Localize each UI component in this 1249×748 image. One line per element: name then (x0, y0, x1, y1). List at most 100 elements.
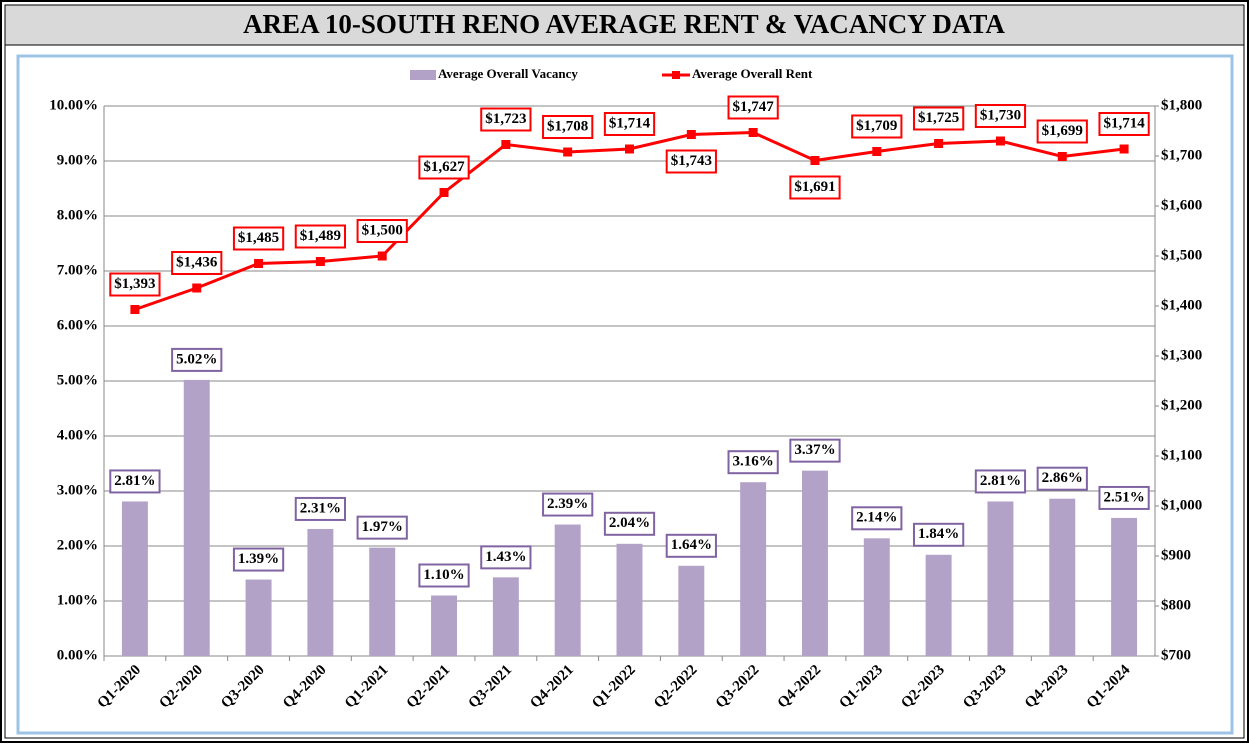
bar-label-box (356, 515, 408, 540)
line-marker (872, 147, 882, 156)
line-label-box (665, 149, 717, 174)
line-label-box (356, 219, 408, 243)
line-label-box (851, 114, 903, 139)
bar (925, 554, 952, 656)
bar (369, 547, 396, 656)
bar (554, 524, 581, 656)
line-label: $1,725 (918, 110, 959, 126)
y2-tick-label: $1,000 (1161, 497, 1202, 513)
bar (740, 482, 767, 656)
chart-title: AREA 10-SOUTH RENO AVERAGE RENT & VACANC… (243, 9, 1005, 39)
y2-tick-label: $1,400 (1161, 297, 1202, 313)
line-label-box (1036, 119, 1088, 144)
y-tick-label: 4.00% (57, 427, 98, 443)
bar-label-box (171, 347, 223, 372)
line-label: $1,714 (609, 115, 651, 131)
bar-label-box (232, 547, 285, 572)
legend-marker (672, 71, 680, 79)
line-label: $1,714 (1103, 115, 1145, 131)
line-marker (1057, 152, 1067, 161)
bar-label-box (727, 450, 779, 475)
line-label-box (542, 115, 594, 139)
bar (183, 379, 210, 656)
line-marker (563, 147, 573, 157)
bar (1049, 498, 1076, 656)
line-label-box (974, 104, 1027, 128)
bar (431, 595, 458, 656)
line-label: $1,709 (856, 118, 897, 134)
bar-label-box (912, 522, 965, 547)
y2-tick-label: $800 (1161, 597, 1191, 613)
y-tick-label: 1.00% (57, 592, 98, 608)
bar-label: 2.31% (300, 500, 341, 516)
line-label: $1,489 (300, 228, 341, 244)
y-tick-label: 0.00% (57, 647, 98, 663)
y-tick-label: 8.00% (57, 207, 98, 223)
line-label-box (1098, 112, 1150, 136)
bar-label: 1.64% (671, 537, 712, 553)
y2-tick-label: $1,800 (1161, 97, 1202, 113)
line-marker (315, 257, 325, 266)
y-tick-label: 9.00% (57, 152, 98, 168)
bar-label-box (1036, 466, 1088, 491)
y-tick-label: 7.00% (57, 262, 98, 278)
bar-label-box (294, 496, 347, 521)
line-marker (625, 144, 634, 154)
bar-label-box (542, 492, 594, 517)
y2-tick-label: $1,100 (1161, 447, 1202, 463)
bar (307, 528, 334, 656)
bar (245, 579, 272, 656)
bar-label-box (665, 533, 717, 558)
bar-label: 3.16% (733, 454, 774, 470)
line-marker (501, 140, 511, 149)
bar (616, 543, 643, 656)
bar-label-box (109, 469, 161, 494)
y-tick-label: 5.00% (57, 372, 98, 388)
y2-tick-label: $1,600 (1161, 197, 1202, 213)
line-marker (686, 130, 696, 139)
bar-label: 1.39% (238, 551, 279, 567)
bar-label-box (974, 469, 1027, 494)
bar (987, 501, 1014, 656)
line-label: $1,708 (547, 118, 588, 134)
bar-label: 5.02% (176, 351, 217, 367)
line-label-box (171, 251, 223, 275)
bar-label: 2.86% (1042, 470, 1083, 486)
y-tick-label: 3.00% (57, 482, 98, 498)
line-label: $1,723 (485, 111, 526, 127)
bar (492, 577, 519, 656)
line-marker (934, 139, 944, 148)
bar-label: 2.81% (980, 473, 1021, 489)
line-marker (748, 128, 758, 137)
bar (801, 470, 828, 656)
legend-swatch (410, 70, 436, 80)
bar-label: 2.14% (856, 510, 897, 526)
bar-label-box (1098, 485, 1150, 510)
bar-label: 2.81% (114, 473, 155, 489)
line-marker (192, 283, 202, 293)
bar-label-box (789, 438, 841, 463)
line-label-box (418, 155, 470, 180)
bar-label-box (851, 506, 903, 531)
line-label: $1,747 (733, 99, 775, 115)
legend-label: Average Overall Rent (692, 66, 813, 81)
line-marker (995, 136, 1005, 146)
bar (678, 565, 705, 656)
bar-label: 2.04% (609, 515, 650, 531)
bar (121, 501, 148, 656)
bar-label-box (603, 511, 656, 536)
line-label: $1,436 (176, 254, 218, 270)
bar-label: 1.10% (423, 567, 464, 583)
line-label: $1,691 (794, 179, 835, 195)
legend-label: Average Overall Vacancy (438, 66, 578, 81)
bar-label: 1.84% (918, 526, 959, 542)
line-marker (254, 259, 264, 268)
y-tick-label: 2.00% (57, 537, 98, 553)
line-label-box (109, 272, 161, 297)
line-label: $1,393 (114, 276, 155, 292)
y-tick-label: 10.00% (49, 97, 98, 113)
bar-label: 2.51% (1103, 489, 1144, 505)
y2-tick-label: $700 (1161, 647, 1191, 663)
bar-label: 1.97% (362, 519, 403, 535)
